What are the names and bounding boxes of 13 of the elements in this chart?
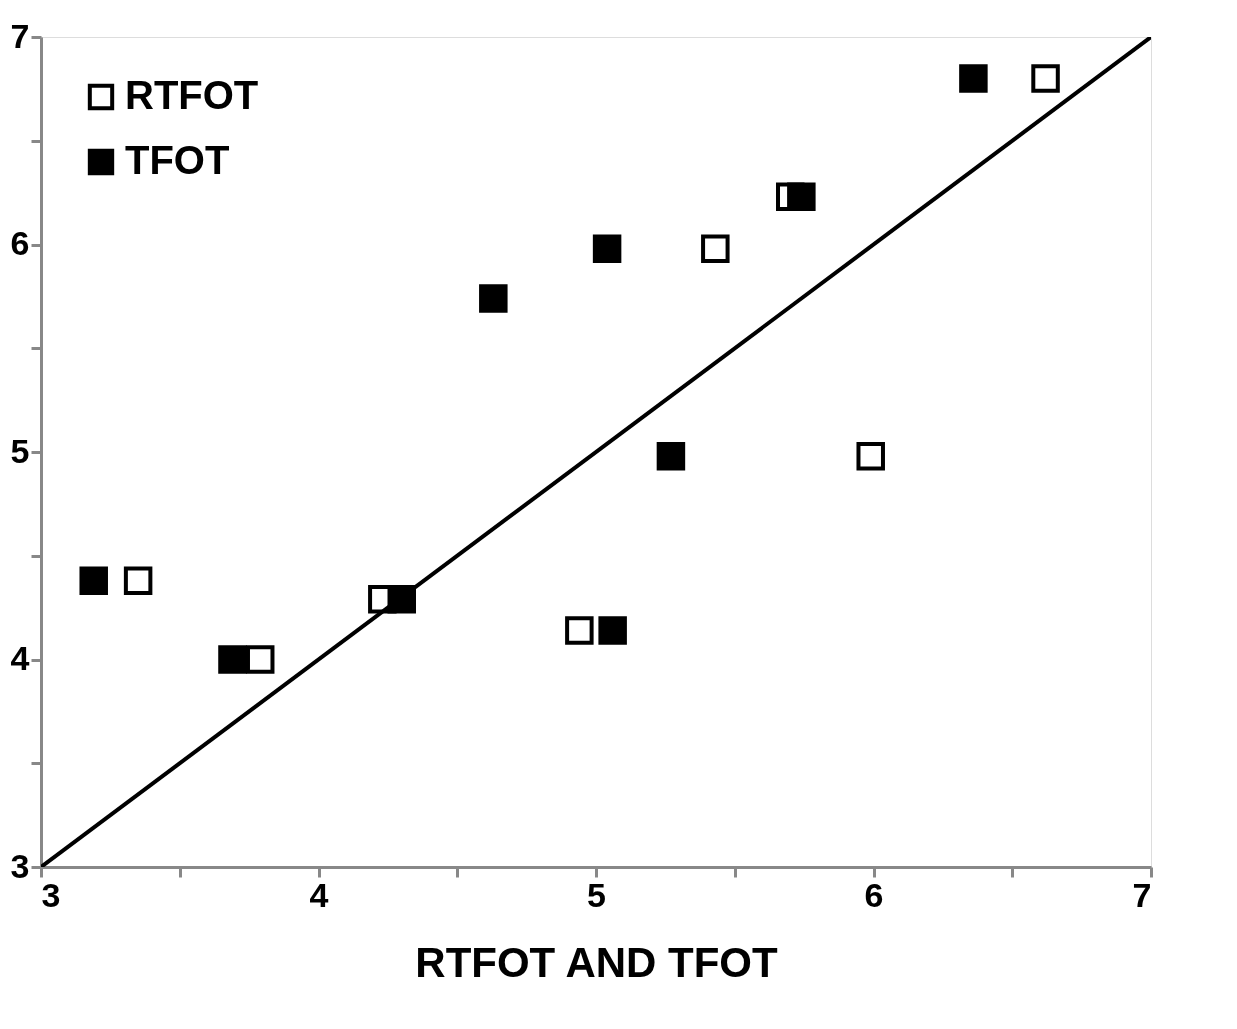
y-tick-label: 7 bbox=[10, 16, 30, 55]
y-tick-label: 3 bbox=[10, 846, 30, 885]
x-tick-label: 3 bbox=[41, 875, 61, 914]
y-tick-label: 5 bbox=[10, 431, 30, 470]
legend-label: TFOT bbox=[125, 138, 230, 182]
x-tick-label: 6 bbox=[864, 875, 884, 914]
x-tick-label: 4 bbox=[309, 875, 329, 914]
x-tick-label: 7 bbox=[1132, 875, 1152, 914]
y-tick-label: 4 bbox=[10, 639, 30, 677]
y-tick-label: 6 bbox=[10, 224, 30, 262]
x-axis-title: RTFOT AND TFOT bbox=[415, 938, 779, 986]
x-tick-label: 5 bbox=[587, 875, 606, 914]
legend-label: RTFOT bbox=[125, 73, 259, 117]
